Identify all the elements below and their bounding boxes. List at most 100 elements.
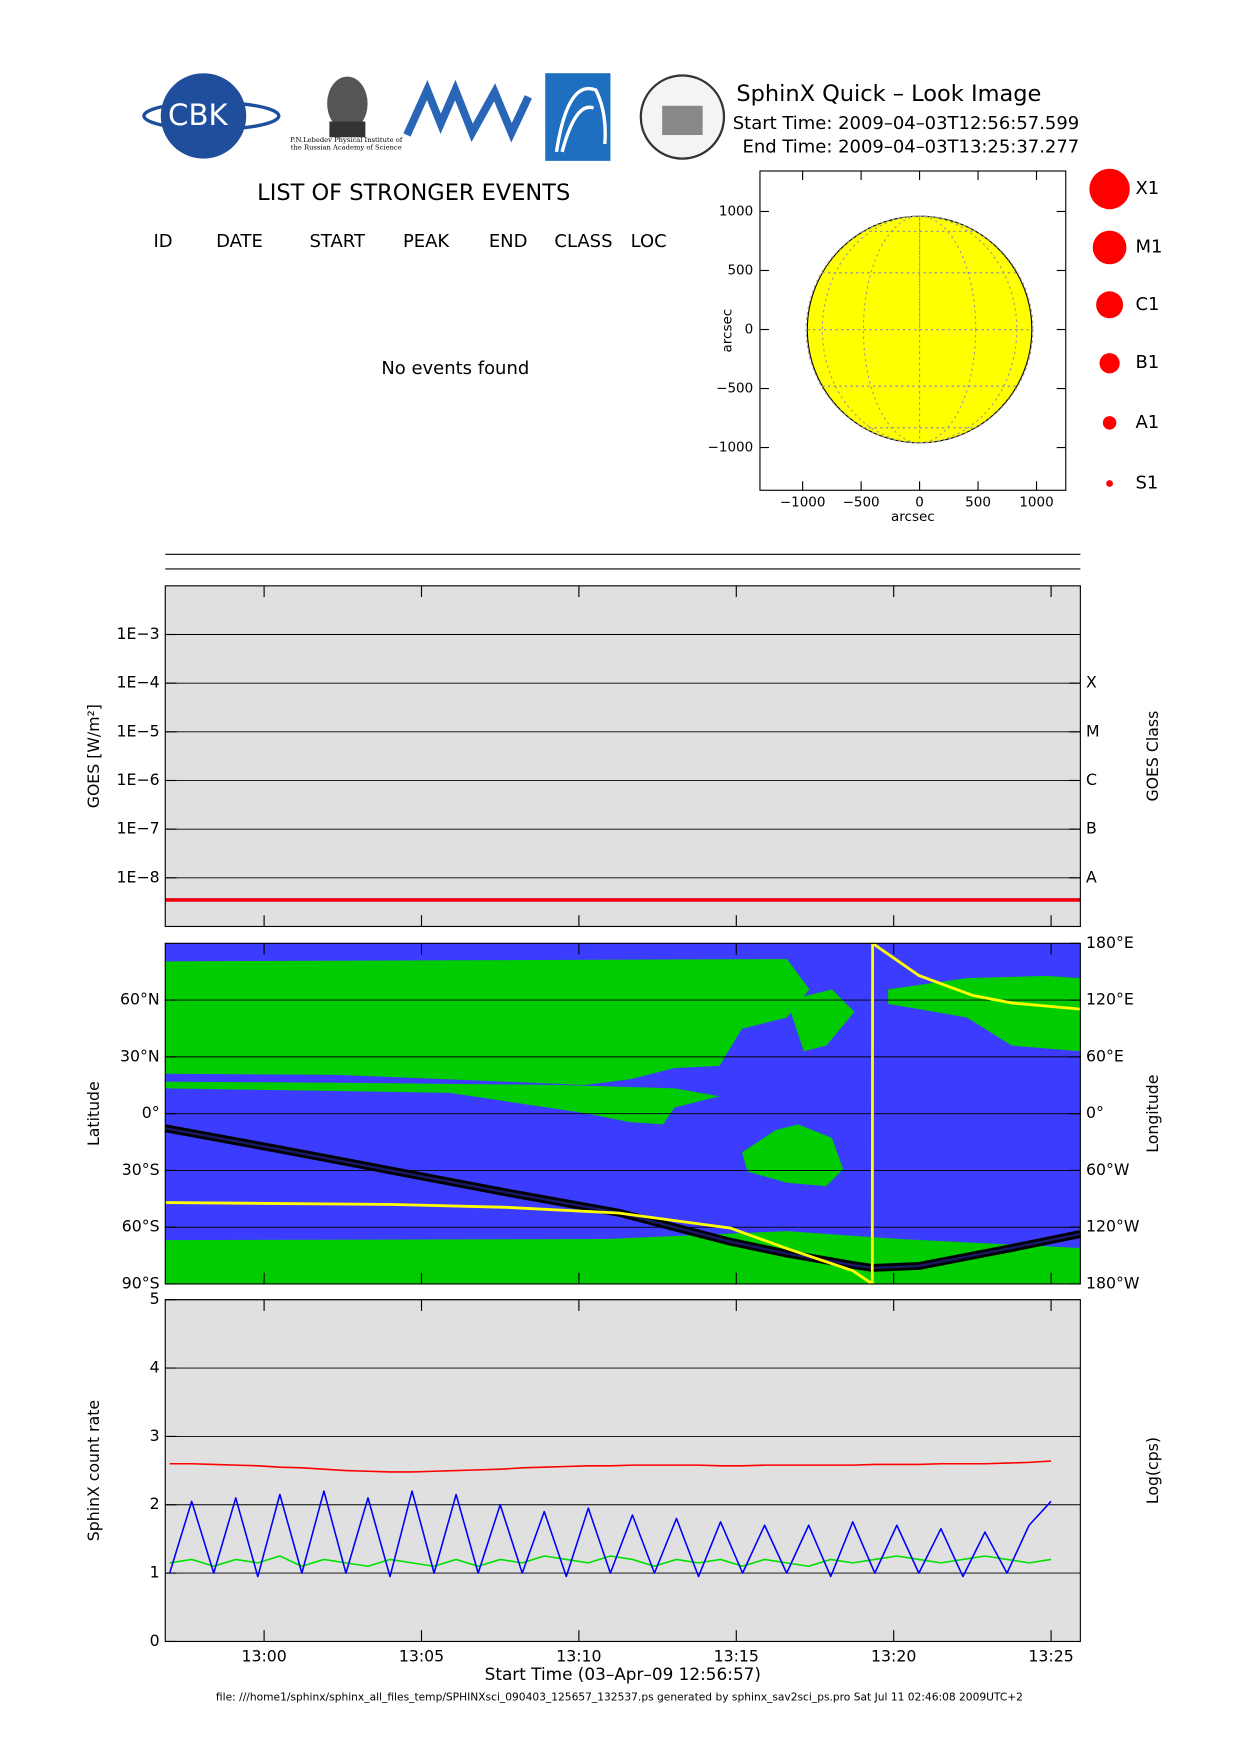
footer: file: ///home1/sphinx/sphinx_all_files_t… [216, 1691, 1023, 1704]
y-tick-label: 1E−7 [117, 819, 160, 838]
y2-axis-label: GOES Class [1143, 711, 1162, 802]
y-tick-label: 0° [142, 1103, 160, 1122]
legend-marker [1089, 168, 1130, 210]
events-column: ID [153, 231, 172, 252]
series-line [165, 941, 1081, 1286]
institute-logo [545, 73, 611, 161]
x-tick-label: 13:05 [399, 1647, 444, 1666]
legend-marker [1102, 416, 1117, 430]
panel [165, 1299, 1081, 1642]
y-tick-label: 1000 [719, 203, 753, 219]
land [888, 975, 1081, 1052]
x-tick-label: 13:20 [871, 1647, 916, 1666]
mifi-logo [403, 79, 532, 143]
y-tick-label: 0 [150, 1631, 160, 1650]
legend-label: M1 [1135, 236, 1162, 257]
y2-tick-label: 180°E [1086, 933, 1134, 952]
plot-background [165, 1299, 1081, 1642]
y-tick-label: 30°N [120, 1046, 160, 1065]
cbk-logo [160, 73, 247, 159]
events-title: LIST OF STRONGER EVENTS [257, 180, 570, 206]
logos: CBK P.N.Lebedev Physical Institute of th… [142, 73, 726, 161]
land [786, 989, 855, 1052]
university-seal-building [662, 105, 703, 136]
y-tick-label: 1E−3 [117, 624, 160, 643]
y-tick-label: 3 [150, 1426, 160, 1445]
events-column: END [489, 231, 528, 252]
y-tick-label: 500 [727, 262, 753, 278]
lebedev-text: P.N.Lebedev Physical Institute of the Ru… [290, 136, 403, 152]
y2-tick-label: M [1086, 721, 1100, 740]
lebedev-portrait [329, 121, 366, 138]
y-tick-label: 1 [150, 1563, 160, 1582]
disk-meridian [805, 215, 1034, 444]
legend-label: B1 [1135, 352, 1159, 373]
y-tick-label: 1E−8 [117, 867, 160, 886]
y2-tick-label: C [1086, 770, 1097, 789]
end-time: End Time: 2009–04–03T13:25:37.277 [743, 136, 1080, 157]
y2-tick-label: 120°E [1086, 990, 1134, 1009]
y-tick-label: 60°N [120, 990, 160, 1009]
events-column: PEAK [403, 231, 450, 252]
y2-tick-label: 60°W [1086, 1160, 1130, 1179]
x-tick-label: 0 [915, 495, 924, 511]
y-tick-label: −1000 [708, 440, 754, 456]
x-axis-label: Start Time (03–Apr–09 12:56:57) [485, 1664, 761, 1684]
legend-marker [1099, 353, 1120, 374]
y-tick-label: 2 [150, 1494, 160, 1513]
x-tick-label: −1000 [780, 495, 826, 511]
legend-label: C1 [1135, 294, 1159, 315]
plot-frame [164, 1299, 1081, 1643]
series-line [169, 1555, 1052, 1568]
panel [165, 585, 1081, 927]
y-tick-label: 1E−5 [117, 721, 160, 740]
y-tick-label: 1E−4 [117, 673, 160, 692]
events-message: No events found [381, 358, 529, 379]
y2-tick-label: B [1086, 819, 1097, 838]
start-time: Start Time: 2009–04–03T12:56:57.599 [733, 113, 1079, 134]
y-axis-label: GOES [W/m²] [84, 704, 103, 808]
y2-tick-label: 60°E [1086, 1046, 1124, 1065]
y-axis-label: arcsec [719, 309, 735, 353]
plot-frame [759, 170, 1067, 491]
y-axis-label: SphinX count rate [84, 1400, 103, 1541]
x-tick-label: 13:25 [1028, 1647, 1073, 1666]
y2-tick-label: 120°W [1086, 1217, 1140, 1236]
cbk-text: CBK [168, 98, 228, 132]
y2-tick-label: X [1086, 673, 1097, 692]
legend-marker [1096, 291, 1124, 319]
series-line [169, 1460, 1052, 1473]
x-tick-label: 13:10 [556, 1647, 601, 1666]
legend-marker [1092, 230, 1127, 265]
institute-logo-mark [554, 86, 607, 153]
events-column: DATE [216, 231, 263, 252]
y2-tick-label: 0° [1086, 1103, 1104, 1122]
y-axis-label: Latitude [84, 1081, 103, 1146]
x-tick-label: 500 [965, 495, 991, 511]
y-tick-label: −500 [716, 381, 753, 397]
legend-label: S1 [1135, 473, 1158, 494]
events-column: START [310, 231, 366, 252]
y-tick-label: 60°S [122, 1217, 160, 1236]
lebedev-caption: P.N.Lebedev Physical Institute of the Ru… [290, 136, 403, 152]
legend-label: A1 [1135, 412, 1159, 433]
x-axis-label: arcsec [891, 509, 935, 525]
title: SphinX Quick – Look Image [736, 81, 1041, 107]
y-tick-label: 0 [745, 322, 754, 338]
legend-marker [1106, 480, 1113, 487]
events-column: CLASS [554, 231, 612, 252]
y2-tick-label: A [1086, 867, 1097, 886]
disk-meridian [862, 215, 977, 444]
y-tick-label: 90°S [122, 1273, 160, 1292]
plot-frame [164, 942, 1081, 1285]
x-tick-label: 13:15 [714, 1647, 759, 1666]
events-column: LOC [631, 231, 667, 252]
legend-label: X1 [1135, 178, 1159, 199]
series-line [168, 1490, 1052, 1578]
y-tick-label: 30°S [122, 1160, 160, 1179]
y2-axis-label: Log(cps) [1143, 1437, 1162, 1504]
lebedev-portrait [327, 76, 368, 131]
y-tick-label: 5 [150, 1289, 160, 1308]
